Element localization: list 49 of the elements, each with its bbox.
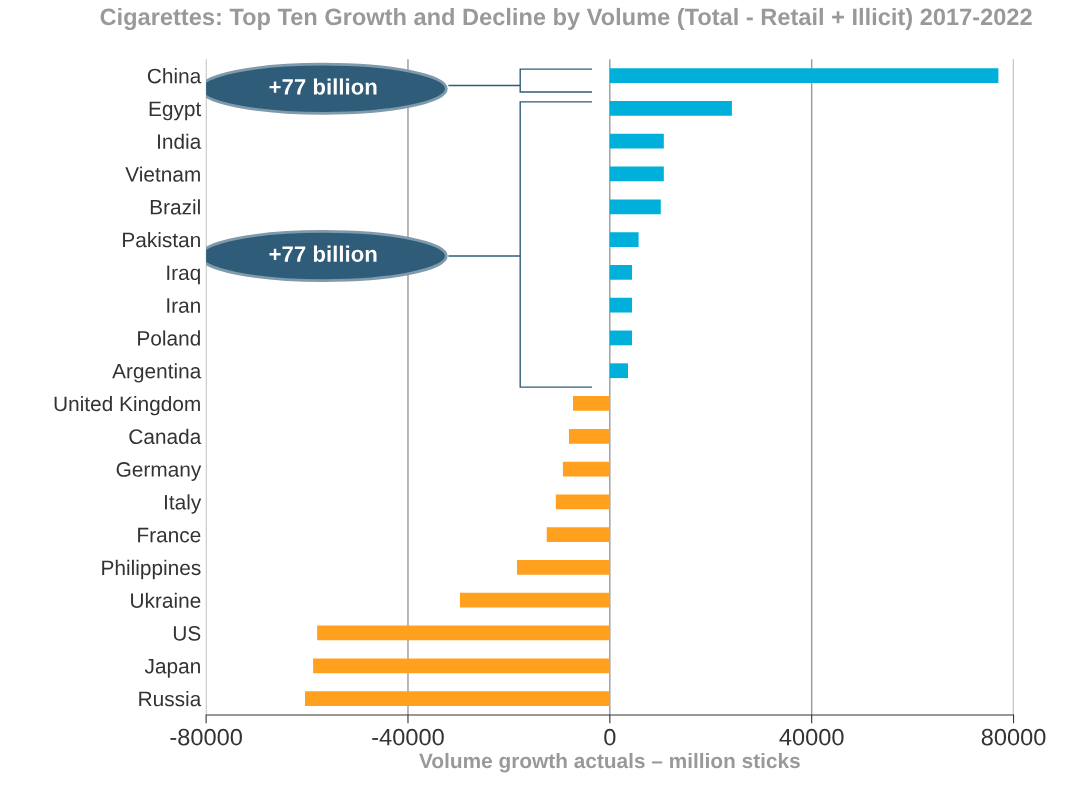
x-tick-label: -40000	[372, 728, 444, 746]
y-tick-label: Iran	[167, 298, 200, 313]
bar	[609, 68, 999, 84]
x-axis-title: Volume growth actuals – million sticks	[419, 752, 800, 773]
y-tick-label: Egypt	[149, 101, 202, 121]
y-tick-label: Germany	[116, 462, 202, 481]
annotation: +77 billion	[269, 78, 377, 95]
bar	[305, 691, 610, 706]
bar	[609, 101, 732, 116]
bar	[516, 560, 610, 575]
y-tick-label: Italy	[164, 494, 202, 514]
bar	[609, 199, 661, 215]
bar	[568, 428, 610, 444]
x-tick-label: 40000	[779, 728, 844, 746]
y-tick-label: Poland	[138, 330, 200, 346]
bar	[572, 396, 610, 411]
y-tick-label: Iraq	[167, 265, 200, 285]
bar	[609, 297, 633, 313]
y-tick-label: Japan	[144, 658, 200, 678]
y-tick-label: India	[158, 133, 202, 149]
y-tick-label: Argentina	[112, 363, 202, 383]
y-tick-label: US	[173, 625, 201, 641]
bar	[609, 264, 633, 280]
bar	[555, 494, 610, 510]
y-tick-label: China	[147, 68, 202, 84]
x-tick-label: 0	[604, 728, 616, 746]
bar	[317, 625, 610, 641]
y-tick-label: Canada	[129, 428, 202, 445]
bar	[459, 592, 610, 608]
bar	[609, 330, 633, 346]
y-tick-label: Russia	[139, 691, 202, 707]
y-tick-label: Vietnam	[125, 166, 200, 182]
x-tick-label: -80000	[170, 728, 242, 746]
bar	[609, 166, 664, 182]
y-tick-label: Pakistan	[123, 232, 200, 248]
bar	[313, 658, 610, 674]
bar	[609, 133, 664, 149]
annotation: +77 billion	[269, 245, 377, 262]
x-tick-label: 80000	[981, 728, 1046, 746]
y-tick-label: Brazil	[150, 199, 200, 215]
chart-title: Cigarettes: Top Ten Growth and Decline by Volume (Total - Retail + Illicit) 2017-2022	[100, 7, 1032, 31]
y-tick-label: Ukraine	[131, 592, 201, 608]
bar	[609, 232, 639, 247]
bar	[609, 363, 628, 379]
y-tick-label: Philippines	[102, 559, 201, 580]
bar	[546, 527, 610, 543]
y-tick-label: France	[138, 527, 201, 543]
bar	[562, 461, 610, 477]
y-tick-label: United Kingdom	[54, 395, 200, 416]
